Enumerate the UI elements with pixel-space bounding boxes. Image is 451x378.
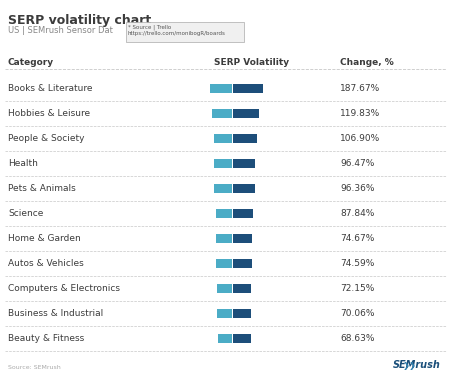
Text: SERP volatility chart: SERP volatility chart: [8, 14, 151, 27]
Bar: [233, 159, 255, 168]
Text: Category: Category: [8, 58, 54, 67]
Text: 74.59%: 74.59%: [340, 259, 374, 268]
Bar: [214, 184, 232, 193]
Text: ❯❯: ❯❯: [403, 361, 417, 370]
Text: Computers & Electronics: Computers & Electronics: [8, 284, 120, 293]
Text: Business & Industrial: Business & Industrial: [8, 309, 103, 318]
Text: 187.67%: 187.67%: [340, 84, 380, 93]
Bar: [218, 334, 232, 343]
Text: 119.83%: 119.83%: [340, 109, 380, 118]
Text: SERP Volatility: SERP Volatility: [214, 58, 290, 67]
Bar: [216, 259, 232, 268]
Text: 68.63%: 68.63%: [340, 334, 374, 343]
Text: SEMrush: SEMrush: [393, 360, 441, 370]
Bar: [233, 209, 253, 218]
Bar: [217, 284, 232, 293]
Bar: [233, 134, 257, 143]
Text: Hobbies & Leisure: Hobbies & Leisure: [8, 109, 90, 118]
Text: Source: SEMrush: Source: SEMrush: [8, 365, 61, 370]
Bar: [210, 84, 232, 93]
Bar: [233, 284, 251, 293]
Bar: [216, 209, 232, 218]
Bar: [233, 309, 251, 318]
Text: Home & Garden: Home & Garden: [8, 234, 81, 243]
Text: People & Society: People & Society: [8, 134, 84, 143]
Text: Change, %: Change, %: [340, 58, 394, 67]
Bar: [233, 109, 259, 118]
Text: * Source | Trello
https://trello.com/monibogR/boards: * Source | Trello https://trello.com/mon…: [128, 24, 226, 36]
Text: 96.36%: 96.36%: [340, 184, 374, 193]
Text: Autos & Vehicles: Autos & Vehicles: [8, 259, 84, 268]
Bar: [233, 334, 251, 343]
Text: Books & Literature: Books & Literature: [8, 84, 92, 93]
FancyBboxPatch shape: [126, 22, 244, 42]
Bar: [214, 159, 232, 168]
Text: 96.47%: 96.47%: [340, 159, 374, 168]
Bar: [212, 109, 232, 118]
Text: Health: Health: [8, 159, 38, 168]
Bar: [233, 84, 263, 93]
Text: 106.90%: 106.90%: [340, 134, 380, 143]
Text: 74.67%: 74.67%: [340, 234, 374, 243]
Text: Science: Science: [8, 209, 43, 218]
Text: Beauty & Fitness: Beauty & Fitness: [8, 334, 84, 343]
Bar: [214, 134, 232, 143]
Bar: [233, 234, 252, 243]
Text: 70.06%: 70.06%: [340, 309, 374, 318]
Text: Pets & Animals: Pets & Animals: [8, 184, 76, 193]
Text: US | SEMrush Sensor Dat: US | SEMrush Sensor Dat: [8, 26, 113, 35]
Bar: [217, 309, 232, 318]
Bar: [233, 184, 255, 193]
Bar: [216, 234, 232, 243]
Text: 72.15%: 72.15%: [340, 284, 374, 293]
Text: 87.84%: 87.84%: [340, 209, 374, 218]
Bar: [233, 259, 252, 268]
